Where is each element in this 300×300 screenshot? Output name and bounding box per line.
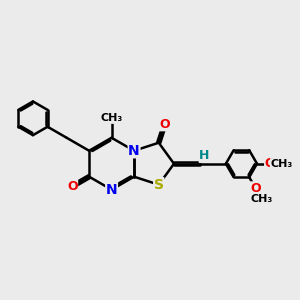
- Text: S: S: [154, 178, 164, 192]
- Text: N: N: [106, 183, 117, 197]
- Text: H: H: [199, 149, 210, 162]
- Text: CH₃: CH₃: [100, 113, 123, 123]
- Text: N: N: [128, 144, 140, 158]
- Text: O: O: [265, 157, 275, 170]
- Text: O: O: [159, 118, 170, 131]
- Text: O: O: [250, 182, 261, 195]
- Text: CH₃: CH₃: [250, 194, 273, 203]
- Text: O: O: [67, 180, 78, 193]
- Text: CH₃: CH₃: [271, 159, 293, 169]
